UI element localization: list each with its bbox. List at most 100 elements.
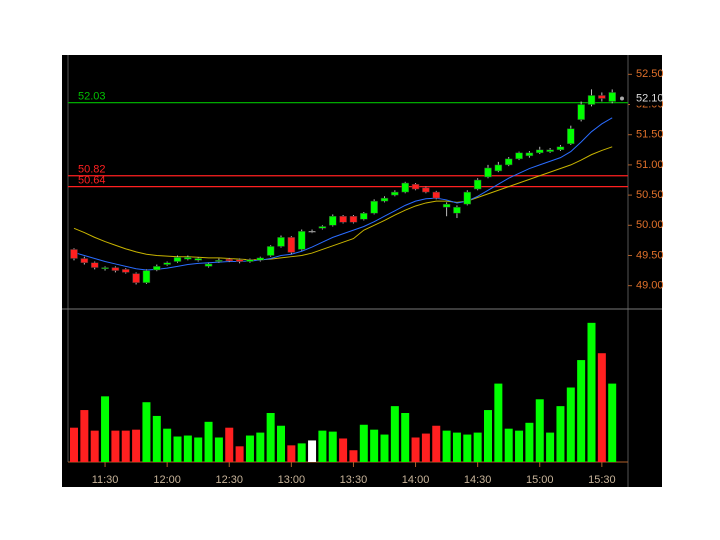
- volume-bar: [411, 437, 420, 462]
- y-tick-label: 49.50: [636, 249, 664, 261]
- candle-body: [422, 187, 430, 193]
- y-tick-label: 49.00: [636, 280, 664, 292]
- volume-bar: [452, 432, 461, 462]
- candle-body: [484, 167, 492, 178]
- candle-body: [287, 237, 296, 253]
- volume-bar: [225, 427, 234, 462]
- volume-bar: [390, 406, 399, 462]
- volume-bar: [546, 432, 555, 462]
- volume-bar: [90, 430, 99, 462]
- last-price-dot: [620, 96, 624, 101]
- candle-body: [235, 259, 244, 262]
- candle-body: [184, 257, 192, 260]
- volume-bar: [525, 422, 534, 462]
- candle-body: [122, 269, 130, 273]
- volume-bar: [359, 424, 368, 462]
- candle-body: [411, 183, 420, 190]
- x-tick-label: 14:00: [402, 474, 430, 486]
- x-tick-label: 13:00: [278, 474, 306, 486]
- candle-body: [442, 203, 451, 208]
- volume-bar: [152, 415, 161, 462]
- volume-bar: [80, 410, 89, 462]
- candle-body: [204, 263, 213, 267]
- candle-body: [536, 149, 544, 154]
- x-tick-label: 15:30: [588, 474, 616, 486]
- y-tick-label: 52.50: [636, 68, 664, 80]
- moving-average: [73, 117, 613, 271]
- candle-body: [142, 270, 151, 283]
- volume-bar: [287, 445, 296, 462]
- candle-body: [556, 146, 565, 151]
- volume-bar: [421, 433, 430, 462]
- candle-body: [494, 164, 503, 172]
- moving-average: [73, 146, 613, 261]
- volume-bar: [432, 425, 441, 462]
- candle-body: [567, 128, 575, 145]
- level-label: 50.82: [78, 164, 106, 176]
- y-tick-label: 51.00: [636, 159, 664, 171]
- volume-bar: [204, 421, 213, 462]
- volume-bar: [587, 322, 596, 462]
- volume-bar: [597, 353, 606, 462]
- volume-bar: [235, 446, 244, 462]
- volume-bar: [111, 430, 120, 462]
- candle-body: [215, 260, 223, 262]
- volume-bar: [163, 428, 172, 462]
- candle-body: [256, 257, 265, 261]
- candle-body: [70, 249, 78, 259]
- volume-bar: [349, 450, 358, 462]
- candle-body: [525, 152, 534, 157]
- candle-body: [329, 215, 337, 226]
- y-tick-label: 51.50: [636, 129, 664, 141]
- volume-bar: [132, 429, 141, 462]
- candle-body: [432, 191, 440, 199]
- candle-body: [577, 104, 585, 120]
- volume-bar: [297, 443, 306, 462]
- volume-bar: [442, 430, 451, 462]
- x-tick-label: 13:30: [340, 474, 368, 486]
- candle-body: [401, 182, 409, 193]
- volume-bar: [308, 440, 317, 462]
- candle-body: [194, 258, 202, 261]
- candle-body: [473, 179, 482, 190]
- candle-body: [318, 226, 327, 229]
- y-tick-label: 50.00: [636, 219, 664, 231]
- level-label: 52.03: [78, 91, 106, 103]
- candle-body: [504, 158, 513, 166]
- candle-body: [132, 273, 140, 283]
- candle-body: [391, 191, 399, 196]
- volume-bar: [194, 437, 203, 462]
- candle-body: [101, 267, 109, 270]
- volume-bar: [463, 434, 472, 462]
- volume-bar: [504, 428, 513, 462]
- volume-bar: [214, 437, 223, 462]
- candle-body: [153, 266, 161, 271]
- candle-body: [297, 231, 306, 250]
- volume-bar: [173, 436, 182, 462]
- y-tick-label: 50.50: [636, 189, 664, 201]
- volume-bar: [566, 387, 575, 462]
- x-tick-label: 12:30: [215, 474, 243, 486]
- candle-body: [546, 149, 554, 152]
- volume-bar: [577, 360, 586, 462]
- volume-bar: [318, 430, 327, 462]
- candle-body: [277, 237, 285, 247]
- volume-bar: [556, 406, 565, 462]
- volume-bar: [370, 429, 379, 462]
- volume-bar: [608, 383, 617, 462]
- candle-body: [225, 258, 233, 262]
- volume-bar: [277, 425, 285, 462]
- volume-bar: [101, 396, 110, 462]
- candle-body: [90, 262, 99, 268]
- candle-body: [246, 259, 254, 262]
- volume-bar: [494, 383, 503, 462]
- volume-bar: [328, 431, 337, 462]
- level-label: 50.64: [78, 175, 106, 187]
- candle-body: [339, 215, 347, 223]
- candle-body: [308, 231, 316, 233]
- candle-body: [349, 215, 358, 223]
- last-price-label: 52.10: [636, 92, 664, 104]
- candle-body: [266, 246, 275, 256]
- volume-bar: [183, 435, 192, 462]
